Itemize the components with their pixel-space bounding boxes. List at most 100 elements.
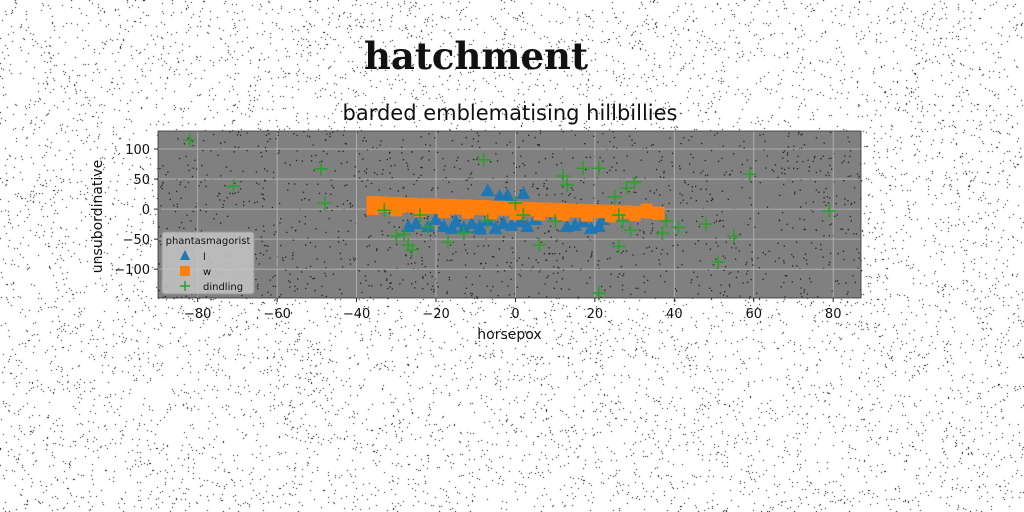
x-tick-label: −60 [263,307,290,322]
data-point-dindling [456,226,471,241]
data-point-l [436,219,451,233]
y-tick-label: 100 [125,143,150,158]
data-point-dindling [615,214,630,229]
data-point-w [437,206,450,219]
data-point-dindling [627,175,642,190]
data-point-w [449,202,462,215]
legend-box [161,231,255,295]
x-tick-label: 60 [745,307,762,322]
data-point-w [521,204,534,217]
legend-title: phantasmagorist [166,236,251,247]
data-point-w [473,203,486,216]
y-tick-label: 0 [142,203,150,218]
data-point-w [640,203,653,216]
x-tick-label: −40 [343,307,370,322]
data-point-dindling [508,196,523,211]
data-point-dindling [671,220,686,235]
data-point-l [444,220,459,234]
data-point-w [557,209,570,222]
legend-marker-dindling [180,281,190,291]
data-point-dindling [623,223,638,238]
legend-marker-w [180,266,190,276]
data-point-dindling [619,181,634,196]
data-point-l [472,221,487,235]
data-point-dindling [389,229,404,244]
data-point-w [390,204,403,217]
data-point-dindling [405,242,420,257]
y-tick-label: 50 [133,173,150,188]
data-point-dindling [607,190,622,205]
data-point-w [580,209,593,222]
data-point-w [426,201,439,214]
legend-plus-icon [180,281,190,291]
data-point-w [592,206,605,219]
data-point-dindling [659,214,674,229]
data-point-dindling [476,152,491,167]
data-point-dindling [726,229,741,244]
data-point-dindling [699,217,714,232]
chart-title: barded emblematising hillbillies [342,101,678,125]
data-point-dindling [591,161,606,176]
data-point-dindling [226,179,241,194]
data-point-l [409,216,424,230]
y-tick-label: −50 [123,233,150,248]
y-tick-label: −100 [114,263,150,278]
series-w [366,195,665,223]
data-point-w [497,203,510,216]
data-point-dindling [480,214,495,229]
plot-frame [157,130,862,299]
data-point-dindling [711,254,726,269]
data-point-w [366,203,379,216]
data-point-w [509,207,522,220]
data-point-l [516,186,531,200]
data-point-dindling [822,203,837,218]
x-tick-label: −80 [184,307,211,322]
legend-label-w: w [203,267,211,278]
x-axis-label: horsepox [477,327,541,343]
data-point-w [402,200,415,213]
data-point-l [464,216,479,230]
legend: phantasmagorist lw dindling [161,231,255,295]
data-point-l [520,219,535,233]
data-point-dindling [516,208,531,223]
data-point-dindling [421,220,436,235]
data-point-dindling [413,208,428,223]
y-axis-label: unsubordinative [90,160,106,273]
data-point-l [480,183,495,197]
legend-square-icon [180,266,190,276]
data-point-w [545,204,558,217]
data-point-dindling [377,203,392,218]
data-point-dindling [317,196,332,211]
legend-marker-l [180,250,190,260]
series-dindling [182,133,837,301]
x-tick-label: 20 [587,307,604,322]
data-point-dindling [532,238,547,253]
data-point-l [591,219,606,233]
data-point-w [533,208,546,221]
legend-label-dindling: dindling [203,282,243,293]
data-point-dindling [611,239,626,254]
page-title: hatchment [363,34,589,78]
data-point-dindling [742,167,757,182]
x-tick-label: 0 [511,307,519,322]
data-point-l [429,211,444,225]
data-point-l [504,217,519,231]
data-point-l [568,217,583,231]
data-point-w [628,209,641,222]
x-tick-label: −20 [422,307,449,322]
data-point-w [652,207,665,220]
x-tick-label: 80 [825,307,842,322]
data-point-w [604,210,617,223]
data-point-l [488,220,503,234]
data-point-dindling [440,235,455,250]
data-point-w [461,206,474,219]
data-point-dindling [655,226,670,241]
data-point-l [512,214,527,228]
data-point-w [569,205,582,218]
data-point-dindling [556,169,571,184]
data-point-dindling [397,227,412,242]
legend-label-l: l [203,252,206,263]
data-point-dindling [575,161,590,176]
data-point-l [496,216,511,230]
